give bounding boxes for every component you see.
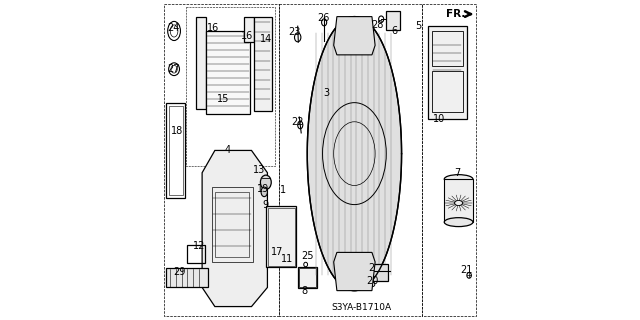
Bar bbox=[369, 264, 388, 281]
Text: 1: 1 bbox=[280, 185, 287, 195]
Ellipse shape bbox=[444, 175, 473, 184]
Text: 24: 24 bbox=[167, 23, 180, 33]
Text: 11: 11 bbox=[282, 254, 294, 264]
Bar bbox=[244, 17, 254, 42]
Text: 10: 10 bbox=[433, 114, 445, 124]
Text: 7: 7 bbox=[454, 168, 460, 178]
Text: 4: 4 bbox=[225, 146, 230, 156]
Text: 26: 26 bbox=[317, 13, 330, 23]
Text: 15: 15 bbox=[216, 94, 229, 104]
Text: 8: 8 bbox=[301, 286, 307, 296]
Polygon shape bbox=[333, 252, 375, 291]
Text: S3YA-B1710A: S3YA-B1710A bbox=[332, 303, 392, 312]
Bar bbox=[254, 17, 271, 111]
Text: FR.: FR. bbox=[445, 9, 465, 19]
Ellipse shape bbox=[261, 187, 268, 197]
Bar bbox=[433, 71, 463, 112]
Text: 13: 13 bbox=[253, 164, 266, 174]
Bar bbox=[433, 31, 463, 66]
Bar bbox=[212, 187, 253, 262]
Text: 3: 3 bbox=[323, 88, 330, 98]
Bar bbox=[166, 268, 208, 287]
Bar bbox=[299, 268, 316, 287]
Text: 21: 21 bbox=[460, 265, 473, 275]
Text: 5: 5 bbox=[415, 21, 422, 31]
Polygon shape bbox=[307, 17, 401, 291]
Bar bbox=[187, 245, 205, 263]
Ellipse shape bbox=[444, 218, 473, 227]
Bar bbox=[428, 26, 467, 119]
Text: 27: 27 bbox=[167, 64, 180, 74]
Text: 9: 9 bbox=[263, 200, 269, 210]
Bar bbox=[169, 106, 182, 195]
Bar bbox=[215, 192, 249, 257]
Polygon shape bbox=[333, 17, 375, 55]
Bar bbox=[298, 267, 317, 288]
Text: 12: 12 bbox=[193, 241, 205, 251]
Text: 16: 16 bbox=[241, 31, 253, 41]
Bar bbox=[266, 206, 296, 268]
Polygon shape bbox=[202, 150, 268, 307]
Bar bbox=[166, 103, 185, 198]
Text: 28: 28 bbox=[371, 20, 383, 29]
Text: 18: 18 bbox=[171, 126, 184, 136]
Text: 17: 17 bbox=[271, 247, 283, 257]
Text: 6: 6 bbox=[392, 26, 398, 36]
Text: 14: 14 bbox=[260, 34, 272, 44]
Text: 22: 22 bbox=[291, 117, 304, 127]
Text: 23: 23 bbox=[289, 27, 301, 37]
Bar bbox=[387, 11, 399, 30]
Bar bbox=[196, 17, 206, 109]
Text: 2: 2 bbox=[368, 263, 374, 273]
Text: 19: 19 bbox=[257, 184, 269, 194]
Bar bbox=[206, 31, 250, 114]
Polygon shape bbox=[444, 179, 473, 222]
Bar bbox=[268, 208, 294, 266]
Text: 20: 20 bbox=[366, 276, 379, 286]
Text: 29: 29 bbox=[173, 267, 186, 276]
Ellipse shape bbox=[260, 175, 271, 189]
Text: 25: 25 bbox=[301, 251, 314, 260]
Text: 16: 16 bbox=[207, 23, 220, 33]
